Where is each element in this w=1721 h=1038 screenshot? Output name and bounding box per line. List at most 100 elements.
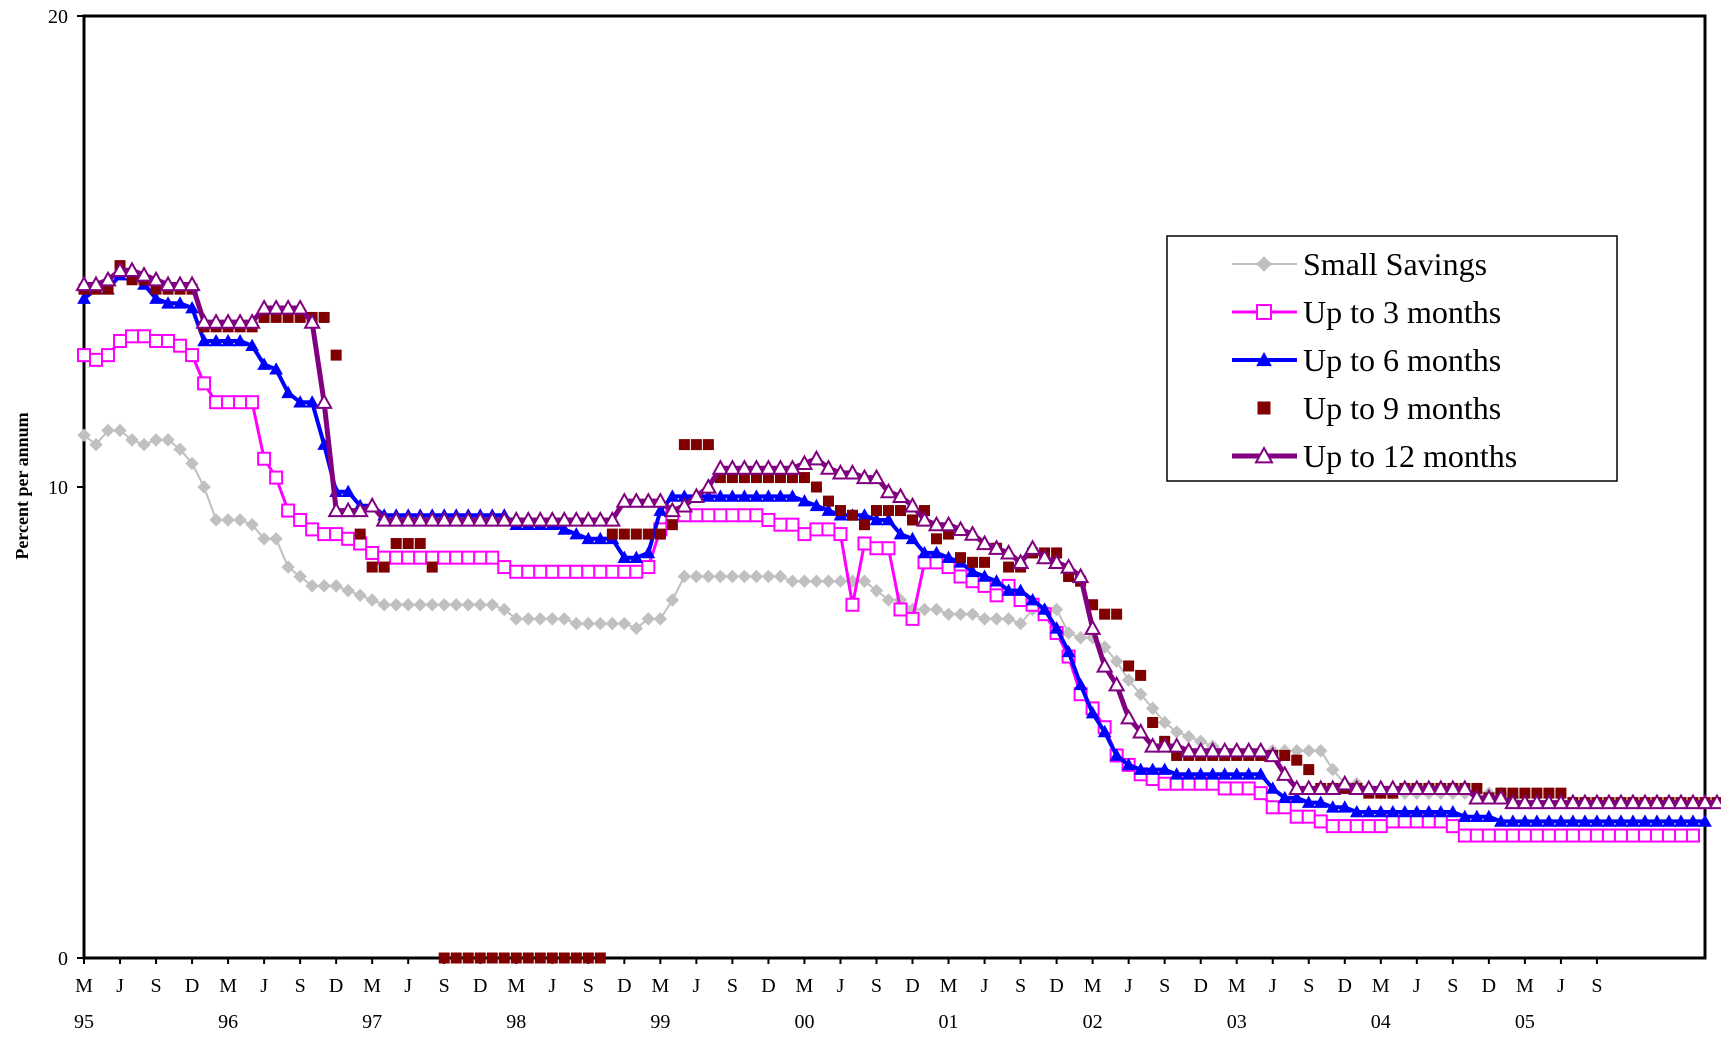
series-small-savings-point	[1001, 612, 1016, 626]
series-up-to-12-months-point	[1167, 736, 1186, 753]
x-tick-label: S	[871, 975, 882, 997]
series-up-to-12-months-point	[231, 313, 249, 329]
series-up-to-12-months-point	[1504, 793, 1522, 810]
series-small-savings-point	[1133, 687, 1148, 701]
series-up-to-3-months-point	[1313, 814, 1328, 829]
series-up-to-12-months-point	[1660, 793, 1678, 810]
series-up-to-9-months-point	[1099, 608, 1111, 620]
series-up-to-12-months-point	[447, 510, 465, 527]
series-up-to-6-months-point	[1121, 757, 1136, 771]
series-up-to-12-months-point	[819, 459, 838, 475]
series-small-savings-point	[269, 532, 283, 546]
series-small-savings-point	[785, 574, 800, 588]
series-up-to-6-months-point	[1205, 767, 1220, 780]
legend-marker	[1256, 304, 1272, 320]
series-up-to-12-months-point	[1552, 793, 1570, 810]
series-up-to-3-months-point	[785, 517, 800, 532]
series-up-to-3-months-point	[533, 564, 548, 579]
series-up-to-12-months-point	[363, 496, 381, 513]
series-up-to-9-months-point	[618, 528, 630, 540]
series-up-to-6-months-point	[881, 512, 896, 526]
series-small-savings-point	[629, 621, 644, 636]
series-up-to-6-months-point	[1361, 804, 1376, 818]
series-small-savings-point	[353, 588, 367, 603]
series-up-to-3-months-point	[881, 541, 896, 556]
series-up-to-3-months-point	[449, 550, 464, 565]
series-up-to-12-months-point	[687, 487, 706, 504]
series-small-savings-point	[149, 433, 163, 447]
series-up-to-6-months-point	[1458, 809, 1472, 822]
series-up-to-6-months-point	[593, 531, 608, 545]
series-up-to-6-months-line	[82, 273, 1705, 824]
series-up-to-9-months-point	[486, 952, 498, 964]
series-small-savings-point	[713, 569, 728, 584]
series-up-to-3-months-point	[521, 564, 536, 579]
series-up-to-6-months-point	[1530, 814, 1544, 827]
series-up-to-6-months-point	[305, 395, 319, 408]
series-up-to-12-months-point	[279, 298, 297, 315]
series-small-savings-point	[1109, 654, 1124, 668]
series-up-to-3-months-point	[569, 564, 584, 579]
series-up-to-12-months-point	[1035, 548, 1054, 565]
series-up-to-9-months-point	[426, 561, 438, 573]
series-up-to-6-months-point	[1349, 804, 1364, 818]
x-year-label: 01	[939, 1011, 959, 1033]
series-small-savings-point	[989, 612, 1004, 626]
series-up-to-6-months-point	[1133, 762, 1148, 775]
x-tick-label: M	[796, 975, 814, 997]
series-up-to-12-months-point	[783, 459, 802, 475]
series-up-to-12-months-point	[519, 510, 537, 527]
series-up-to-6-months-point	[1325, 800, 1340, 813]
series-up-to-12-months-point	[411, 510, 429, 527]
series-up-to-12-months-point	[1240, 741, 1258, 758]
legend-marker	[1257, 401, 1271, 415]
series-up-to-6-months-point	[1482, 809, 1496, 822]
series-up-to-6-months-point	[1385, 804, 1400, 818]
series-up-to-12-months-point	[183, 275, 201, 292]
series-up-to-6-months-point	[1061, 644, 1076, 658]
series-up-to-6-months-point	[821, 503, 836, 516]
series-up-to-6-months-point	[1518, 814, 1532, 827]
series-up-to-9-months-point	[1123, 660, 1135, 672]
series-small-savings-point	[701, 569, 716, 584]
series-up-to-6-months-point	[869, 512, 884, 526]
series-up-to-12-months-point	[591, 510, 610, 527]
series-up-to-12-months-point	[459, 510, 477, 527]
series-up-to-6-months-point	[1686, 814, 1700, 827]
x-tick-label: S	[439, 975, 450, 997]
x-tick-label: M	[219, 975, 237, 997]
series-small-savings-point	[233, 513, 247, 527]
y-axis: 0 10 20	[48, 6, 84, 970]
series-up-to-6-months-point	[173, 296, 187, 309]
series-up-to-3-months-point	[329, 527, 344, 542]
series-up-to-6-months-point	[1674, 814, 1688, 827]
series-up-to-3-months-point	[1589, 828, 1604, 843]
series-up-to-12-months-point	[471, 510, 489, 527]
series-up-to-3-months-point	[617, 564, 632, 579]
series-small-savings-point	[881, 593, 896, 607]
series-up-to-9-months-point	[390, 538, 402, 550]
series-up-to-9-months-point	[402, 538, 414, 550]
series-up-to-12-months-point	[1228, 741, 1246, 758]
series-up-to-3-months-point	[1505, 828, 1520, 843]
series-up-to-3-months-point	[1493, 828, 1508, 843]
x-tick-label: S	[1015, 975, 1026, 997]
series-up-to-3-months-point	[161, 333, 176, 348]
series-small-savings-point	[317, 579, 331, 593]
series-up-to-9-months-point	[474, 952, 486, 964]
series-up-to-12-months-point	[255, 298, 273, 315]
series-up-to-12-months-point	[603, 510, 622, 527]
series-up-to-3-months-point	[1529, 828, 1544, 843]
series-up-to-6-months-point	[701, 489, 716, 502]
series-up-to-12-months-point	[327, 501, 345, 518]
series-up-to-12-months-point	[795, 454, 814, 471]
series-up-to-12-months-point	[531, 510, 549, 527]
series-up-to-9-months-point	[534, 952, 546, 964]
series-up-to-6-months-point	[749, 489, 764, 502]
series-up-to-3-months-point	[701, 508, 716, 523]
series-up-to-12-months-point	[879, 482, 898, 499]
series-up-to-9-months-point	[834, 505, 846, 517]
series-up-to-3-months-point	[629, 564, 644, 579]
series-up-to-6-months-point	[1193, 767, 1208, 780]
x-tick-label: D	[617, 975, 631, 997]
